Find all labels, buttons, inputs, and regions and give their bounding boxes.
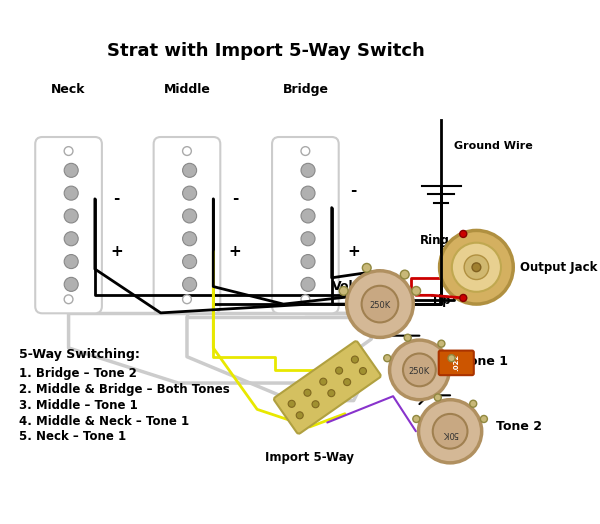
Text: 1. Bridge – Tone 2: 1. Bridge – Tone 2 — [19, 367, 136, 380]
Circle shape — [419, 400, 482, 463]
Circle shape — [433, 414, 467, 449]
Circle shape — [301, 209, 315, 223]
Circle shape — [400, 270, 409, 279]
Circle shape — [438, 340, 445, 347]
Circle shape — [301, 232, 315, 246]
FancyBboxPatch shape — [272, 137, 339, 313]
Text: 4. Middle & Neck – Tone 1: 4. Middle & Neck – Tone 1 — [19, 414, 188, 428]
Text: Import 5-Way: Import 5-Way — [265, 451, 354, 464]
Text: Tone 1: Tone 1 — [461, 355, 508, 368]
Circle shape — [64, 163, 78, 177]
FancyBboxPatch shape — [154, 137, 220, 313]
Text: 2. Middle & Bridge – Both Tones: 2. Middle & Bridge – Both Tones — [19, 383, 229, 396]
Text: 250K: 250K — [370, 301, 391, 310]
Text: Middle: Middle — [164, 83, 211, 96]
Circle shape — [304, 389, 311, 396]
FancyBboxPatch shape — [70, 137, 90, 312]
Circle shape — [362, 286, 398, 322]
Circle shape — [64, 186, 78, 200]
Text: 250K: 250K — [409, 367, 430, 376]
FancyBboxPatch shape — [35, 137, 102, 313]
Circle shape — [64, 147, 73, 156]
Circle shape — [296, 412, 303, 419]
Circle shape — [182, 255, 197, 269]
Circle shape — [64, 232, 78, 246]
Circle shape — [472, 263, 481, 271]
Circle shape — [359, 367, 367, 375]
Circle shape — [182, 295, 191, 304]
Circle shape — [460, 231, 467, 237]
Circle shape — [320, 378, 327, 385]
Circle shape — [301, 295, 310, 304]
Circle shape — [481, 416, 487, 422]
Circle shape — [301, 147, 310, 156]
Text: Tip: Tip — [431, 294, 452, 307]
Text: Bridge: Bridge — [283, 83, 328, 96]
Text: +: + — [110, 244, 123, 259]
Circle shape — [182, 209, 197, 223]
Circle shape — [352, 356, 358, 363]
Circle shape — [448, 355, 455, 362]
Circle shape — [335, 367, 343, 374]
Text: +: + — [347, 244, 360, 259]
Circle shape — [64, 295, 73, 304]
Circle shape — [347, 271, 413, 337]
Circle shape — [182, 277, 197, 291]
Circle shape — [440, 231, 513, 304]
Text: Tone 2: Tone 2 — [496, 420, 542, 433]
Circle shape — [182, 232, 197, 246]
Circle shape — [301, 277, 315, 291]
Circle shape — [344, 379, 350, 386]
Circle shape — [464, 255, 488, 279]
Circle shape — [64, 209, 78, 223]
Circle shape — [404, 334, 411, 341]
Circle shape — [328, 390, 335, 397]
Circle shape — [182, 163, 197, 177]
Circle shape — [182, 147, 191, 156]
FancyBboxPatch shape — [307, 137, 327, 312]
Text: -: - — [350, 182, 357, 198]
Text: Ring: Ring — [420, 234, 450, 247]
Text: Ground Wire: Ground Wire — [454, 141, 533, 151]
Circle shape — [301, 255, 315, 269]
Circle shape — [452, 243, 501, 292]
Circle shape — [64, 277, 78, 291]
Circle shape — [301, 163, 315, 177]
Circle shape — [182, 186, 197, 200]
Text: -: - — [113, 191, 120, 206]
Circle shape — [389, 340, 449, 400]
Text: +: + — [229, 244, 242, 259]
Circle shape — [64, 255, 78, 269]
Circle shape — [434, 394, 442, 401]
Text: Neck: Neck — [52, 83, 86, 96]
Text: .022: .022 — [453, 354, 459, 372]
FancyBboxPatch shape — [439, 351, 474, 375]
Circle shape — [413, 416, 420, 422]
Text: 5. Neck – Tone 1: 5. Neck – Tone 1 — [19, 430, 125, 443]
Text: 3. Middle – Tone 1: 3. Middle – Tone 1 — [19, 399, 137, 412]
Circle shape — [384, 355, 391, 362]
Text: -: - — [232, 191, 238, 206]
Text: Output Jack: Output Jack — [520, 261, 598, 274]
Text: 5-Way Switching:: 5-Way Switching: — [19, 348, 139, 361]
Circle shape — [412, 287, 421, 296]
Text: 50K: 50K — [442, 429, 458, 438]
FancyBboxPatch shape — [274, 341, 380, 434]
Circle shape — [460, 294, 467, 301]
FancyBboxPatch shape — [188, 137, 209, 312]
Circle shape — [362, 264, 371, 272]
Circle shape — [288, 400, 295, 407]
Text: Strat with Import 5-Way Switch: Strat with Import 5-Way Switch — [107, 42, 425, 60]
Circle shape — [470, 400, 477, 407]
Circle shape — [339, 287, 348, 296]
Circle shape — [403, 354, 436, 386]
Circle shape — [301, 186, 315, 200]
Circle shape — [312, 401, 319, 408]
Text: Volume: Volume — [332, 280, 383, 293]
